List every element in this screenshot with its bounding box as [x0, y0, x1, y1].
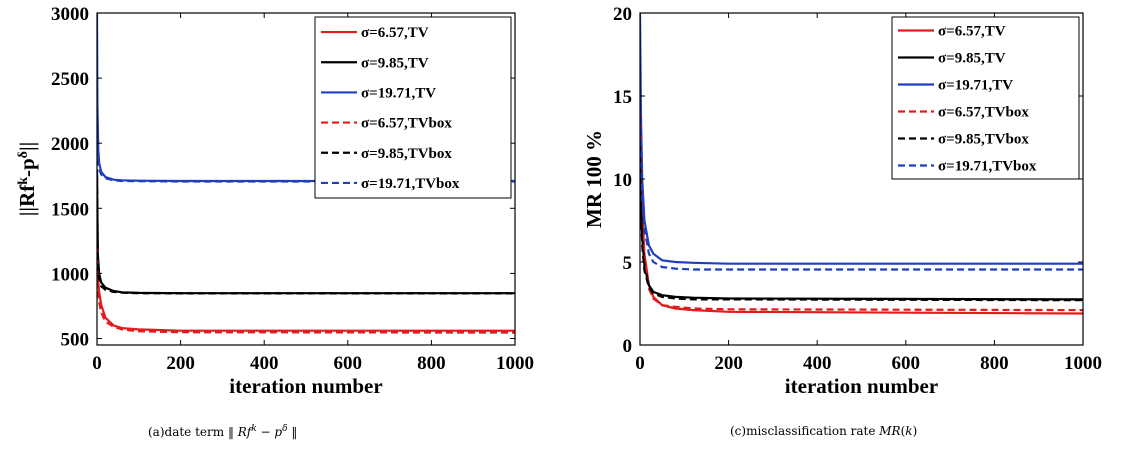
caption-left: (a)date term ‖ Rfk − pδ ‖ [148, 424, 298, 439]
x-tick-label: 800 [980, 353, 1009, 374]
x-tick-label: 400 [250, 353, 279, 374]
series-line-4 [97, 175, 515, 295]
x-tick-label: 1000 [496, 353, 534, 374]
legend-label: σ=19.71,TV [938, 78, 1013, 94]
x-tick-label: 1000 [1064, 353, 1102, 374]
legend-label: σ=6.57,TVbox [938, 105, 1029, 121]
legend-label: σ=6.57,TV [361, 25, 429, 41]
chart-date-term: 0 200 400 600 800 1000 500 1000 1500 2000 2500 3000… [15, 4, 534, 398]
x-tick-label: 0 [92, 353, 102, 374]
y-tick-label: 10 [613, 170, 632, 191]
y-tick-label: 500 [61, 329, 90, 350]
y-tick-label: 1500 [51, 199, 89, 220]
legend-label: σ=6.57,TV [938, 24, 1006, 40]
series-line-3 [97, 247, 515, 334]
y-tick-label: 1000 [51, 264, 89, 285]
caption-right: (c)misclassification rate MR(k) [730, 424, 918, 438]
y-tick-label: 0 [623, 336, 633, 357]
y-tick-label: 2000 [51, 134, 89, 155]
legend-box [314, 16, 512, 199]
y-tick-label: 2500 [51, 69, 89, 90]
x-tick-label: 800 [417, 353, 446, 374]
y-tick-label: 15 [613, 87, 632, 108]
series-line-4 [640, 145, 1083, 302]
legend-label: σ=9.85,TV [361, 55, 429, 71]
legend-label: σ=6.57,TVbox [361, 116, 452, 132]
y-tick-label: 5 [623, 253, 633, 274]
chart-misclassification-rate: 0 200 400 600 800 1000 0 5 10 15 20 iteration numbe… [582, 4, 1102, 398]
series-line-0 [97, 208, 515, 332]
x-axis-label: iteration number [785, 374, 938, 398]
y-tick-label: 3000 [51, 4, 89, 25]
y-axis-label: MR 100 % [582, 130, 606, 228]
x-axis-label: iteration number [229, 374, 382, 398]
y-axis-label: ||Rfk-pδ|| [15, 142, 39, 216]
series-line-5 [97, 136, 515, 183]
legend-label: σ=9.85,TVbox [938, 132, 1029, 148]
x-tick-label: 200 [714, 353, 743, 374]
legend-label: σ=9.85,TVbox [361, 146, 452, 162]
legend-label: σ=19.71,TVbox [938, 159, 1037, 175]
legend-label: σ=19.71,TVbox [361, 176, 460, 192]
y-tick-label: 20 [613, 4, 632, 25]
plot-frame [96, 12, 516, 346]
x-tick-label: 200 [166, 353, 195, 374]
x-tick-label: 600 [892, 353, 921, 374]
legend-box [891, 16, 1080, 180]
x-tick-label: 600 [334, 353, 363, 374]
x-tick-label: 400 [803, 353, 832, 374]
legend-label: σ=19.71,TV [361, 85, 436, 101]
legend-label: σ=9.85,TV [938, 51, 1006, 67]
x-tick-label: 0 [635, 353, 645, 374]
